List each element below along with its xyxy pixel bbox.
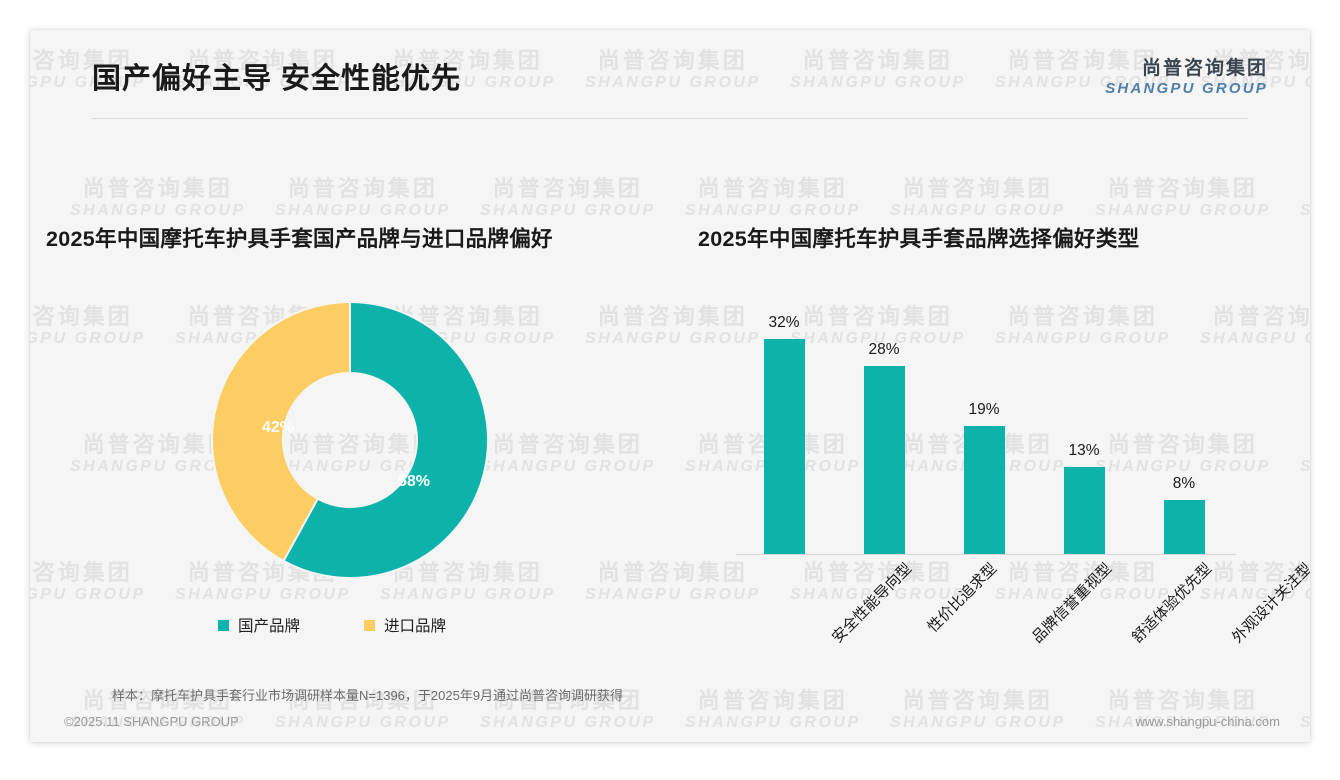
brand-logo: 尚普咨询集团 SHANGPU GROUP: [1105, 58, 1268, 97]
bar-value-label: 8%: [1172, 475, 1196, 492]
bar-value-label: 32%: [768, 314, 800, 331]
legend-label-domestic: 国产品牌: [238, 618, 301, 635]
bar-chart-x-axis-labels: 安全性能导向型 性价比追求型 品牌信誉重视型 舒适体验优先型 外观设计关注型: [726, 558, 1310, 678]
legend-swatch-icon-imported: [364, 619, 376, 631]
slide-header: 国产偏好主导 安全性能优先 尚普咨询集团 SHANGPU GROUP: [30, 30, 1310, 112]
donut-chart: 58% 42%: [210, 300, 490, 580]
donut-chart-title: 2025年中国摩托车护具手套国产品牌与进口品牌偏好: [46, 227, 553, 251]
donut-slice-国产品牌[interactable]: [282, 300, 489, 579]
legend-label-imported: 进口品牌: [384, 618, 447, 635]
bar-x-tick-label: 舒适体验优先型: [1128, 560, 1216, 647]
bar-rect[interactable]: [1163, 500, 1205, 554]
bar-x-tick-label: 外观设计关注型: [1228, 560, 1310, 647]
legend-swatch-icon-domestic: [218, 619, 229, 631]
source-footnote: 样本：摩托车护具手套行业市场调研样本量N=1396，于2025年9月通过尚普咨询…: [112, 688, 624, 703]
donut-chart-panel: 2025年中国摩托车护具手套国产品牌与进口品牌偏好 58% 42% 国产品牌 进…: [40, 190, 690, 660]
bar-rect[interactable]: [763, 339, 805, 554]
bar-column: 28%: [840, 279, 928, 554]
bar-chart-title: 2025年中国摩托车护具手套品牌选择偏好类型: [698, 227, 1140, 251]
slide-footer: ©2025.11 SHANGPU GROUP www.shangpu-china…: [30, 705, 1310, 743]
bar-column: 13%: [1040, 279, 1128, 554]
logo-cn-text: 尚普咨询集团: [1141, 58, 1268, 79]
bar-chart-baseline: [736, 554, 1236, 555]
bar-column: 32%: [740, 279, 828, 554]
bar-rect[interactable]: [1063, 467, 1105, 554]
bar-value-label: 19%: [968, 401, 1000, 418]
logo-en-text: SHANGPU GROUP: [1105, 79, 1268, 97]
legend-item-domestic: 国产品牌: [218, 614, 300, 636]
donut-chart-svg: [211, 300, 489, 579]
bar-rect[interactable]: [863, 366, 905, 554]
bar-x-tick-label: 品牌信誉重视型: [1028, 560, 1116, 647]
bar-chart-panel: 2025年中国摩托车护具手套品牌选择偏好类型 32% 28% 19% 13% 8% 安全…: [678, 190, 1310, 690]
bar-column: 8%: [1140, 279, 1228, 554]
donut-value-label-imported: 42%: [262, 419, 295, 436]
bar-rect[interactable]: [963, 426, 1005, 554]
footer-copyright: ©2025.11 SHANGPU GROUP: [64, 714, 239, 729]
bar-column: 19%: [940, 279, 1028, 554]
donut-value-label-domestic: 58%: [398, 473, 431, 490]
donut-slice-进口品牌[interactable]: [211, 300, 351, 563]
page-title: 国产偏好主导 安全性能优先: [92, 63, 462, 95]
donut-legend: 国产品牌 进口品牌: [218, 614, 446, 636]
bar-value-label: 13%: [1068, 442, 1100, 459]
bar-value-label: 28%: [868, 341, 900, 358]
legend-item-imported: 进口品牌: [364, 614, 446, 636]
bar-x-tick-label: 安全性能导向型: [828, 560, 916, 647]
bar-chart-plot: 32% 28% 19% 13% 8%: [726, 280, 1246, 555]
bar-x-tick-label: 性价比追求型: [924, 560, 1001, 636]
header-divider: [92, 118, 1248, 119]
footer-website: www.shangpu-china.com: [1135, 714, 1280, 729]
